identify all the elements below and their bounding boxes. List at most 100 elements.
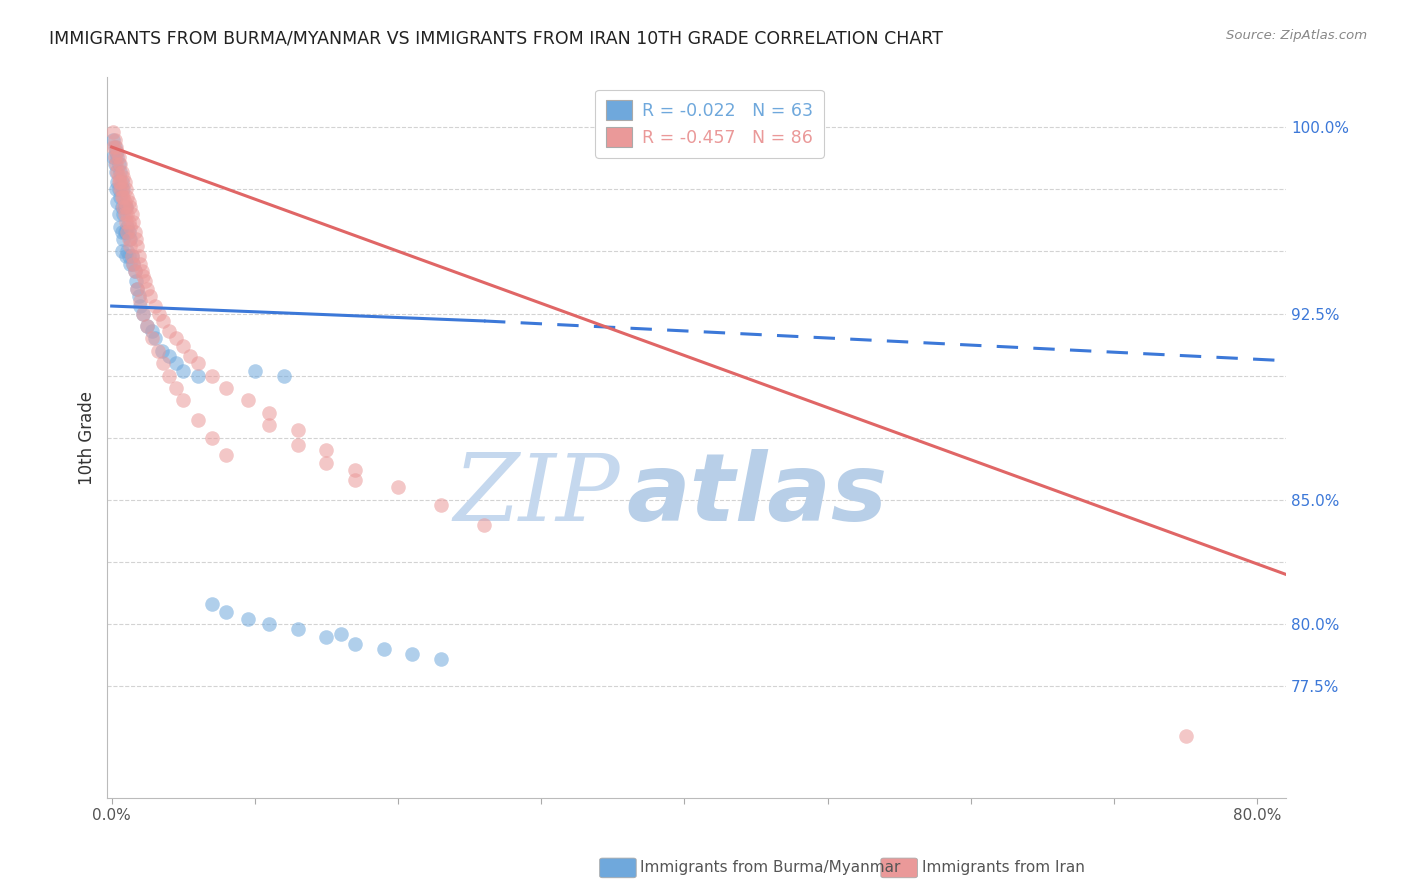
Point [146,343,169,358]
Text: ZIP: ZIP [454,450,620,541]
Point [150,343,173,358]
Point [141,324,163,338]
Point [108,175,131,189]
Point [132,306,155,320]
Point [157,324,180,338]
Point [103,132,125,146]
Point [110,219,132,234]
Point [108,157,131,171]
Point [104,145,127,159]
Point [115,200,138,214]
Point [127,282,149,296]
Point [120,232,142,246]
Point [112,190,135,204]
Point [201,368,224,383]
Point [115,214,138,228]
Point [344,637,367,651]
Point [157,368,180,383]
Point [110,175,132,189]
Point [107,145,129,159]
Point [1174,729,1197,743]
Point [108,150,131,164]
Text: atlas: atlas [626,450,887,541]
Point [107,165,129,179]
Point [115,225,138,239]
Point [139,289,162,303]
Point [104,157,127,171]
Point [287,438,309,452]
Point [101,125,124,139]
Point [120,239,142,253]
Point [172,364,194,378]
Point [107,175,129,189]
Point [111,190,134,204]
Point [117,190,139,204]
Point [120,200,142,214]
Point [122,214,145,228]
Point [273,368,295,383]
Point [111,175,134,189]
Point [114,225,136,239]
Point [143,331,166,345]
Point [115,182,138,196]
Point [136,318,159,333]
Point [315,630,337,644]
Point [157,349,180,363]
Point [111,182,134,196]
Point [108,182,131,196]
Point [387,480,409,494]
Point [344,463,367,477]
Text: Source: ZipAtlas.com: Source: ZipAtlas.com [1226,29,1367,43]
Point [117,207,139,221]
Point [329,627,352,641]
Point [257,617,280,632]
Point [101,150,124,164]
Point [236,393,259,408]
Point [243,364,266,378]
Point [165,331,187,345]
Point [132,306,155,320]
Point [118,214,141,228]
Point [124,264,146,278]
Point [104,165,127,179]
Point [136,282,159,296]
Point [111,225,134,239]
Point [117,219,139,234]
Point [201,431,224,445]
Point [201,597,224,611]
Point [103,140,125,154]
Point [128,249,150,263]
Point [111,200,134,214]
Point [344,473,367,487]
Point [115,249,138,263]
Point [257,418,280,433]
Point [121,249,143,263]
Point [143,299,166,313]
Y-axis label: 10th Grade: 10th Grade [79,391,96,484]
Point [120,219,142,234]
Point [111,244,134,259]
Point [215,448,238,462]
Point [148,306,170,320]
Point [118,194,141,209]
Point [118,249,141,263]
Point [129,294,152,309]
Point [112,232,135,246]
Point [472,517,495,532]
Point [125,274,148,288]
Point [127,282,149,296]
Point [215,605,238,619]
Point [430,652,453,666]
Point [120,257,142,271]
Point [215,381,238,395]
Point [187,413,209,427]
Text: Immigrants from Iran: Immigrants from Iran [921,861,1084,875]
Point [110,165,132,179]
Point [132,269,155,284]
Point [129,299,152,313]
Point [101,132,124,146]
Point [236,612,259,626]
Point [141,331,163,345]
Point [165,356,187,370]
Point [117,244,139,259]
